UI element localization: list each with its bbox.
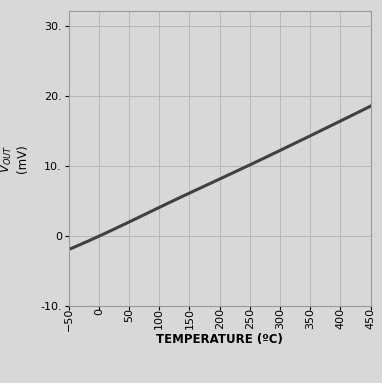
Text: $V_{OUT}$
(mV): $V_{OUT}$ (mV): [0, 144, 29, 173]
X-axis label: TEMPERATURE (ºC): TEMPERATURE (ºC): [156, 332, 283, 345]
